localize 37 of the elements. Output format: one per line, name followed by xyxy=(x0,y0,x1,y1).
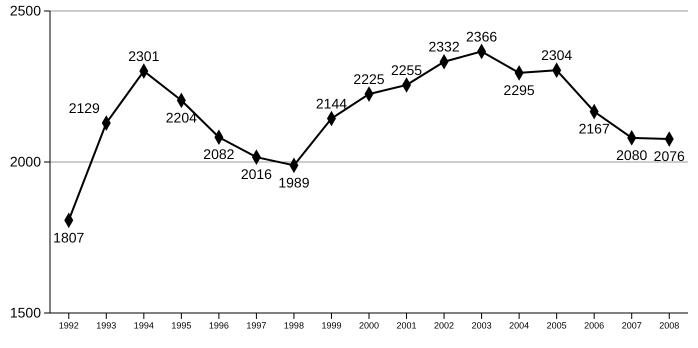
y-tick-label: 2000 xyxy=(10,153,42,170)
data-label: 2295 xyxy=(504,82,535,98)
x-tick-label: 1996 xyxy=(208,320,229,330)
y-tick-label: 1500 xyxy=(10,304,42,320)
x-tick-label: 1995 xyxy=(171,320,192,330)
x-tick-label: 2004 xyxy=(509,320,530,330)
data-label: 2082 xyxy=(203,146,235,162)
x-tick-label: 2005 xyxy=(546,320,567,330)
data-label: 1807 xyxy=(53,229,85,246)
x-tick-label: 1999 xyxy=(321,320,342,330)
x-tick-label: 1992 xyxy=(58,320,79,330)
data-label: 2016 xyxy=(240,166,272,182)
data-label: 2204 xyxy=(166,109,198,126)
data-label: 2301 xyxy=(128,48,160,64)
data-label: 2255 xyxy=(390,62,422,78)
x-tick-label: 2002 xyxy=(434,320,454,330)
x-tick-label: 1997 xyxy=(246,320,266,330)
data-label: 1989 xyxy=(278,174,310,190)
x-tick-label: 2003 xyxy=(472,320,492,330)
x-tick-label: 2007 xyxy=(622,320,642,330)
y-tick-label: 2500 xyxy=(10,2,42,18)
data-label: 2225 xyxy=(353,71,385,88)
data-label: 2129 xyxy=(68,100,100,116)
x-tick-label: 1998 xyxy=(284,320,304,330)
data-label: 2076 xyxy=(654,148,686,164)
x-tick-label: 1993 xyxy=(96,320,116,330)
data-label: 2332 xyxy=(428,38,460,55)
x-tick-label: 2000 xyxy=(358,320,380,330)
x-tick-label: 2008 xyxy=(659,320,680,330)
data-label: 2366 xyxy=(466,28,498,44)
x-tick-label: 1994 xyxy=(134,320,154,330)
data-label: 2167 xyxy=(578,120,610,137)
x-tick-label: 2006 xyxy=(584,320,604,330)
data-label: 2304 xyxy=(541,47,572,64)
data-label: 2144 xyxy=(316,96,348,112)
data-label: 2080 xyxy=(616,146,648,163)
x-tick-label: 2001 xyxy=(396,320,417,330)
